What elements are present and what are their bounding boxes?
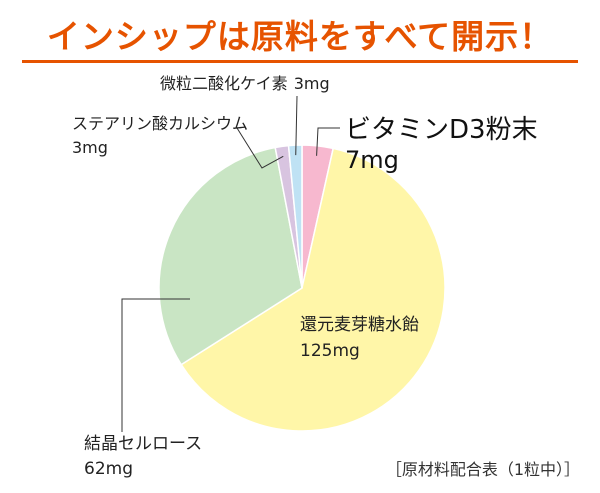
pie-slice-cellulose xyxy=(158,146,303,366)
slice-name-calcium: ステアリン酸カルシウム xyxy=(72,114,249,133)
slice-value-cellulose: 62mg xyxy=(84,459,133,479)
pie-slice-silica xyxy=(287,144,303,289)
slice-label-cellulose: 結晶セルロース 62mg xyxy=(84,432,202,482)
slice-value-vitamin-d3: 7mg xyxy=(345,146,399,174)
leader-line-silica xyxy=(295,95,298,156)
slice-name-vitamin-d3: ビタミンD3粉末 xyxy=(345,115,538,145)
slice-name-silica: 微粒二酸化ケイ素 xyxy=(160,74,288,93)
slice-name-maltitol-syrup: 還元麦芽糖水飴 xyxy=(300,315,419,335)
pie-slice-maltitol-syrup xyxy=(180,147,446,432)
slice-label-silica: 微粒二酸化ケイ素 3mg xyxy=(160,70,330,94)
slice-name-cellulose: 結晶セルロース xyxy=(84,434,203,454)
leader-line-cellulose xyxy=(121,298,190,432)
slice-label-maltitol-syrup: 還元麦芽糖水飴 125mg xyxy=(300,312,419,364)
slice-value-silica: 3mg xyxy=(293,74,330,93)
title-underline xyxy=(22,60,578,63)
slice-value-calcium: 3mg xyxy=(72,138,108,157)
slice-label-vitamin-d3: ビタミンD3粉末 7mg xyxy=(345,115,538,175)
slice-value-maltitol-syrup: 125mg xyxy=(300,341,360,361)
leader-line-calcium xyxy=(236,127,284,169)
footnote: ［原材料配合表（1粒中）］ xyxy=(385,460,580,479)
leader-line-vitamin-d3 xyxy=(316,127,340,156)
page-title: インシップは原料をすべて開示！ xyxy=(46,17,554,56)
slice-label-calcium: ステアリン酸カルシウム 3mg xyxy=(72,112,248,160)
